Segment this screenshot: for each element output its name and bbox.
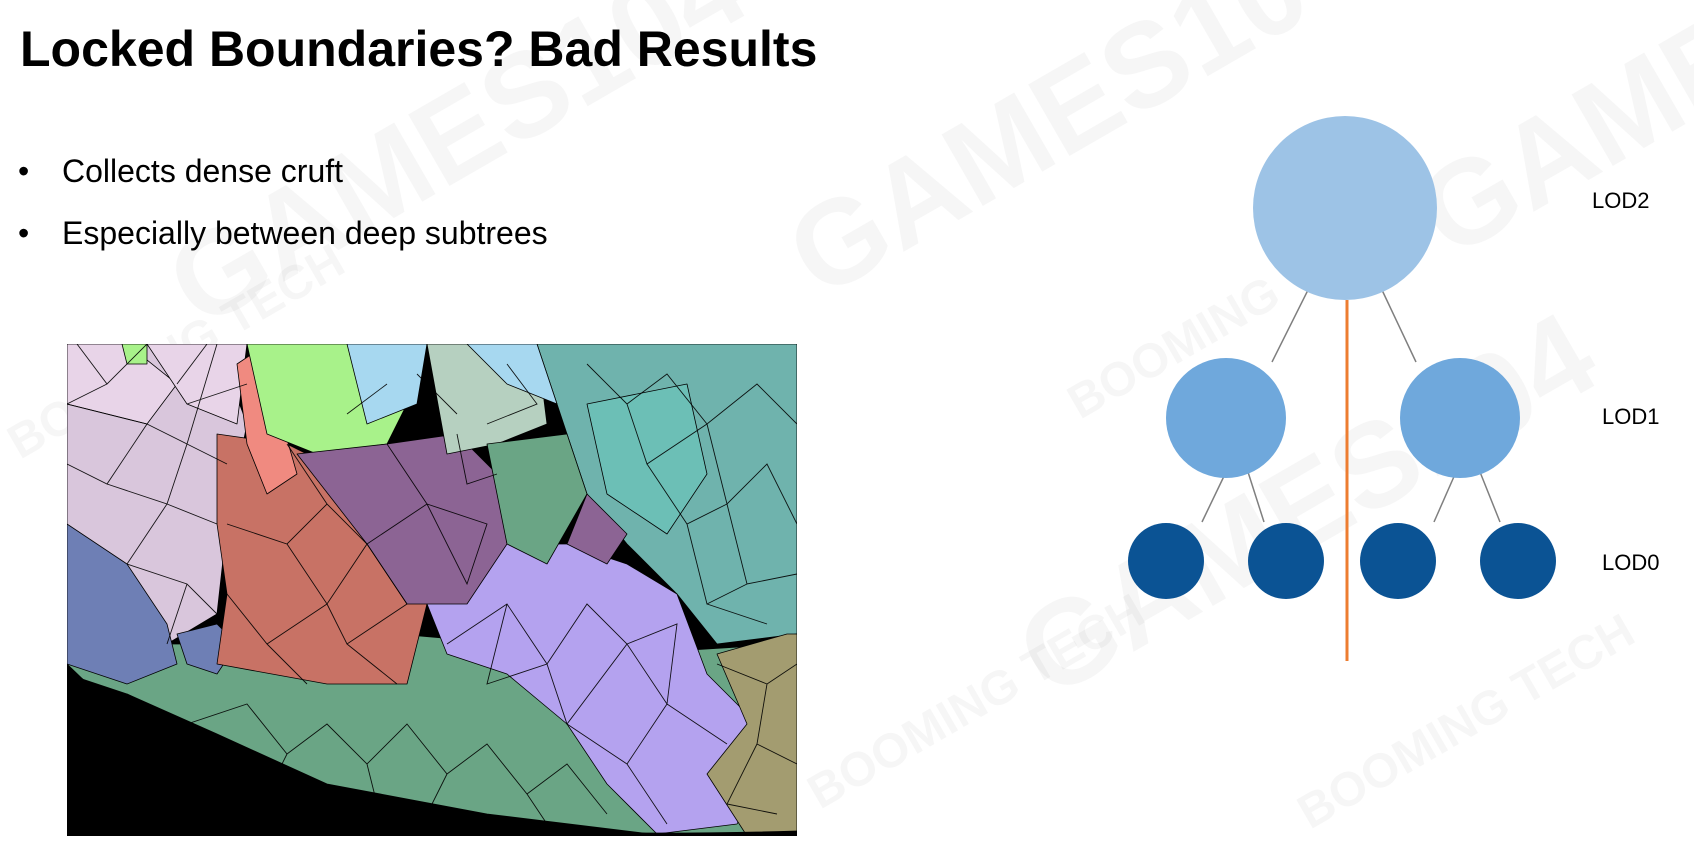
lod2-node <box>1253 116 1437 300</box>
bullet-text: Especially between deep subtrees <box>62 215 548 251</box>
tree-edge <box>1201 471 1227 523</box>
tree-edge <box>1479 471 1501 523</box>
lod1-node <box>1400 358 1520 478</box>
lod0-node <box>1360 523 1436 599</box>
bullet-marker: • <box>18 153 30 189</box>
lod0-node <box>1128 523 1204 599</box>
lod-diagram: LOD2 LOD1 LOD0 <box>1100 100 1694 680</box>
mesh-region-olive <box>706 633 797 836</box>
bullet-item: • Especially between deep subtrees <box>18 214 548 276</box>
mesh-boundary <box>67 663 797 836</box>
tree-edges <box>1201 289 1501 523</box>
tree-edge <box>1247 471 1265 523</box>
slide-title: Locked Boundaries? Bad Results <box>20 21 818 77</box>
bullet-marker: • <box>18 215 30 251</box>
lod1-node <box>1166 358 1286 478</box>
tree-edge <box>1381 289 1417 363</box>
mesh-region-lavender-light <box>67 344 178 425</box>
lod2-label: LOD2 <box>1592 188 1650 213</box>
lod-tree <box>1128 116 1556 661</box>
mesh-region-lavender-light <box>146 344 248 425</box>
tree-edge <box>1433 471 1457 523</box>
mesh-region-purple <box>566 493 628 565</box>
lod0-label: LOD0 <box>1602 550 1660 575</box>
mesh-region-green <box>486 433 588 565</box>
mesh-region-green-light <box>121 344 148 365</box>
lod1-label: LOD1 <box>1602 404 1660 429</box>
mesh-illustration <box>67 344 797 836</box>
lod0-node <box>1248 523 1324 599</box>
mesh-region-sky <box>466 344 558 405</box>
lod0-node <box>1480 523 1556 599</box>
bullet-text: Collects dense cruft <box>62 153 344 189</box>
tree-edge <box>1271 289 1309 363</box>
bullet-list: • Collects dense cruft • Especially betw… <box>18 152 548 276</box>
bullet-item: • Collects dense cruft <box>18 152 548 214</box>
mesh-region-mint <box>586 383 708 535</box>
